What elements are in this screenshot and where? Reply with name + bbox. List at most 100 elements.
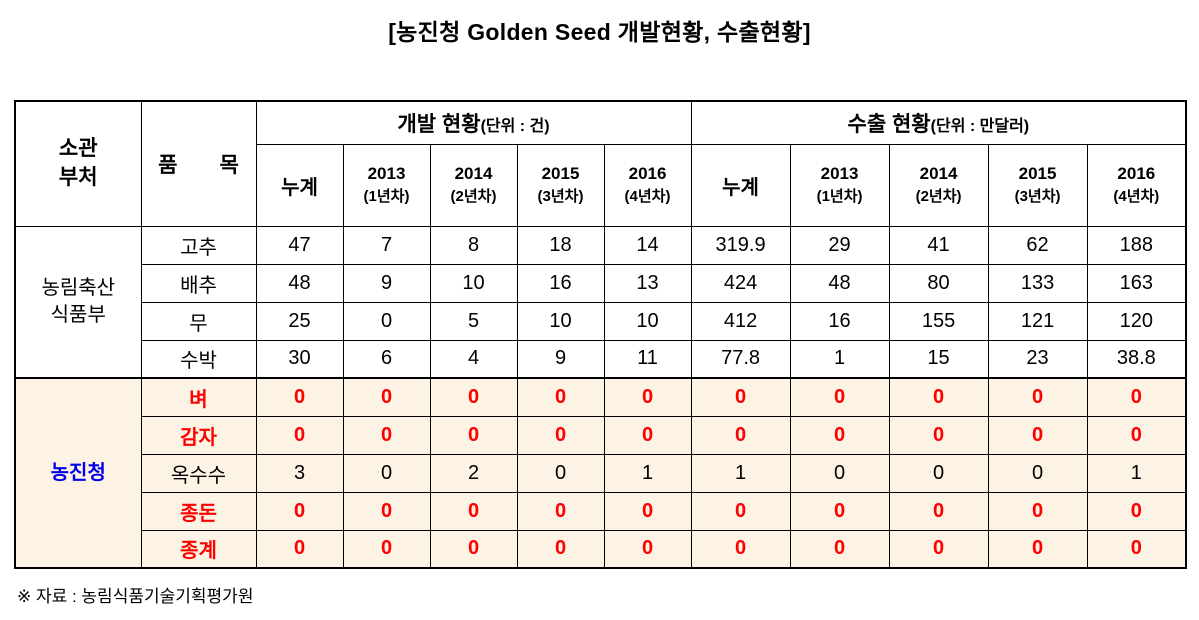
- year-label: 2013: [367, 163, 406, 183]
- value-cell: 0: [429, 415, 518, 455]
- year-sub-label: (2년차): [450, 188, 497, 206]
- value-cell: 15: [888, 339, 989, 379]
- value-cell: 4: [429, 339, 518, 379]
- value-cell: 9: [342, 263, 431, 303]
- value-cell: 18: [516, 225, 605, 265]
- value-cell: 121: [987, 301, 1088, 341]
- value-cell: 0: [342, 415, 431, 455]
- value-cell: 0: [603, 529, 692, 569]
- value-cell: 3: [255, 453, 344, 493]
- value-cell: 0: [603, 491, 692, 531]
- year-label: 2014: [454, 163, 493, 183]
- value-cell: 30: [255, 339, 344, 379]
- value-cell: 1: [690, 453, 791, 493]
- value-cell: 0: [888, 491, 989, 531]
- value-cell: 1: [789, 339, 890, 379]
- value-cell: 0: [789, 377, 890, 417]
- value-cell: 163: [1086, 263, 1187, 303]
- item-cell: 옥수수: [140, 453, 257, 493]
- value-cell: 0: [342, 491, 431, 531]
- value-cell: 0: [255, 377, 344, 417]
- value-cell: 7: [342, 225, 431, 265]
- value-cell: 0: [516, 415, 605, 455]
- value-cell: 6: [342, 339, 431, 379]
- value-cell: 0: [255, 491, 344, 531]
- value-cell: 0: [888, 529, 989, 569]
- value-cell: 9: [516, 339, 605, 379]
- value-cell: 0: [987, 377, 1088, 417]
- value-cell: 47: [255, 225, 344, 265]
- value-cell: 41: [888, 225, 989, 265]
- value-cell: 0: [603, 377, 692, 417]
- value-cell: 0: [1086, 529, 1187, 569]
- value-cell: 62: [987, 225, 1088, 265]
- value-cell: 0: [255, 415, 344, 455]
- value-cell: 38.8: [1086, 339, 1187, 379]
- value-cell: 0: [342, 453, 431, 493]
- value-cell: 0: [690, 377, 791, 417]
- header-year-2015-dev: 2015 (3년차): [516, 143, 605, 227]
- value-cell: 16: [789, 301, 890, 341]
- item-cell: 고추: [140, 225, 257, 265]
- value-cell: 0: [690, 415, 791, 455]
- data-table: 소관 부처 품 목 개발 현황(단위 : 건) 수출 현황(단위 : 만달러) …: [14, 100, 1188, 569]
- table-row-byeo: 농진청 벼 0 0 0 0 0 0 0 0 0 0: [14, 377, 1187, 569]
- year-sub-label: (1년차): [816, 188, 863, 206]
- value-cell: 29: [789, 225, 890, 265]
- value-cell: 0: [987, 415, 1088, 455]
- value-cell: 0: [516, 491, 605, 531]
- year-label: 2014: [919, 163, 958, 183]
- value-cell: 1: [603, 453, 692, 493]
- value-cell: 0: [1086, 377, 1187, 417]
- value-cell: 80: [888, 263, 989, 303]
- header-cumulative-dev: 누계: [255, 143, 344, 227]
- agency-cell-rda: 농진청: [14, 377, 142, 569]
- header-year-2016-export: 2016 (4년차): [1086, 143, 1187, 227]
- value-cell: 0: [789, 529, 890, 569]
- dev-group-title: 개발 현황: [397, 112, 481, 136]
- value-cell: 319.9: [690, 225, 791, 265]
- value-cell: 0: [888, 415, 989, 455]
- table-row-gochu: 농림축산 식품부 고추 47 7 8 18 14 319.9 29 41 62 …: [14, 225, 1187, 379]
- value-cell: 16: [516, 263, 605, 303]
- value-cell: 0: [342, 377, 431, 417]
- value-cell: 0: [603, 415, 692, 455]
- table-row-oksusu: 옥수수 3 0 2 0 1 1 0 0 0 1: [15, 453, 1187, 493]
- year-sub-label: (4년차): [1113, 188, 1160, 206]
- value-cell: 0: [690, 529, 791, 569]
- table-row-mu: 무 25 0 5 10 10 412 16 155 121 120: [15, 301, 1187, 341]
- value-cell: 8: [429, 225, 518, 265]
- value-cell: 10: [516, 301, 605, 341]
- value-cell: 0: [987, 529, 1088, 569]
- value-cell: 48: [789, 263, 890, 303]
- value-cell: 0: [516, 377, 605, 417]
- item-cell: 수박: [140, 339, 257, 379]
- value-cell: 0: [255, 529, 344, 569]
- value-cell: 412: [690, 301, 791, 341]
- value-cell: 0: [789, 453, 890, 493]
- value-cell: 11: [603, 339, 692, 379]
- value-cell: 0: [888, 453, 989, 493]
- item-cell: 감자: [140, 415, 257, 455]
- value-cell: 0: [429, 377, 518, 417]
- year-label: 2016: [628, 163, 667, 183]
- header-sub-row: 누계 2013 (1년차) 2014 (2년차) 2015 (3년차) 2016 (4년…: [15, 143, 1187, 227]
- year-label: 2016: [1117, 163, 1156, 183]
- header-year-2014-dev: 2014 (2년차): [429, 143, 518, 227]
- value-cell: 0: [429, 491, 518, 531]
- value-cell: 0: [429, 529, 518, 569]
- value-cell: 25: [255, 301, 344, 341]
- table-row-baechu: 배추 48 9 10 16 13 424 48 80 133 163: [15, 263, 1187, 303]
- year-sub-label: (1년차): [363, 188, 410, 206]
- value-cell: 120: [1086, 301, 1187, 341]
- value-cell: 0: [987, 453, 1088, 493]
- header-item: 품 목: [140, 100, 257, 227]
- dev-group-unit: (단위 : 건): [480, 117, 550, 135]
- year-sub-label: (2년차): [915, 188, 962, 206]
- header-cumulative-export: 누계: [690, 143, 791, 227]
- header-year-2016-dev: 2016 (4년차): [603, 143, 692, 227]
- year-label: 2015: [541, 163, 580, 183]
- item-cell: 벼: [140, 377, 257, 417]
- data-table-container: 소관 부처 품 목 개발 현황(단위 : 건) 수출 현황(단위 : 만달러) …: [14, 100, 1188, 569]
- value-cell: 0: [1086, 415, 1187, 455]
